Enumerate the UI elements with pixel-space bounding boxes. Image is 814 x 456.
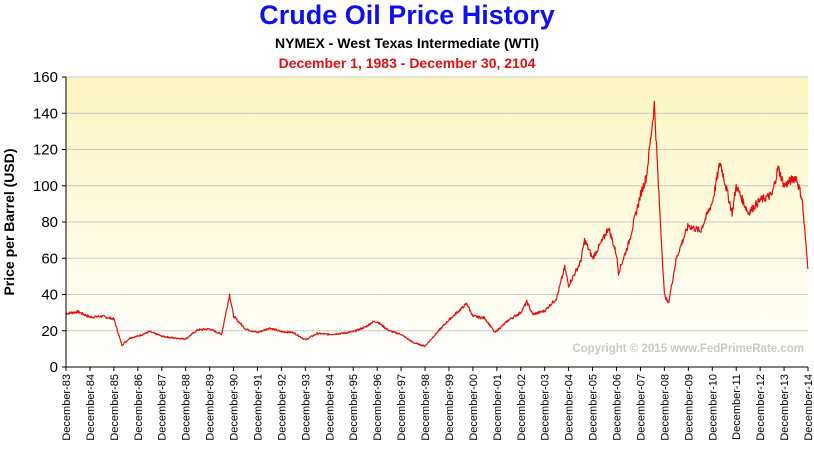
x-tick-label: December-03 (540, 374, 552, 441)
x-tick-label: December-87 (157, 374, 169, 441)
x-tick-label: December-89 (205, 374, 217, 441)
x-tick-label: December-98 (420, 374, 432, 441)
x-tick-label: December-86 (133, 374, 145, 441)
x-tick-label: December-95 (348, 374, 360, 441)
x-tick-label: December-97 (396, 374, 408, 441)
x-tick-label: December-92 (276, 374, 288, 441)
x-tick-label: December-09 (683, 374, 695, 441)
y-tick-label: 120 (33, 142, 58, 159)
x-tick-label: December-90 (229, 374, 241, 441)
x-tick-label: December-14 (803, 374, 814, 441)
x-tick-label: December-94 (324, 374, 336, 441)
x-tick-label: December-00 (468, 374, 480, 441)
copyright-watermark: Copyright © 2015 www.FedPrimeRate.com (572, 343, 804, 355)
x-tick-label: December-06 (612, 374, 624, 441)
y-tick-label: 160 (33, 69, 58, 86)
x-tick-label: December-12 (755, 374, 767, 441)
x-tick-label: December-84 (85, 374, 97, 441)
x-tick-label: December-11 (731, 374, 743, 440)
chart-title: Crude Oil Price History (259, 0, 555, 30)
x-tick-label: December-07 (635, 374, 647, 441)
y-tick-label: 60 (41, 250, 58, 267)
grid-lines (66, 76, 808, 332)
x-tick-label: December-02 (516, 374, 528, 441)
x-tick-label: December-01 (492, 374, 504, 441)
y-tick-label: 100 (33, 178, 58, 195)
x-axis-ticks: December-83 December-84 December-85 Decembe… (61, 367, 814, 441)
y-tick-label: 40 (41, 287, 58, 304)
x-tick-label: December-10 (707, 374, 719, 441)
series-line-wti (65, 100, 809, 348)
x-tick-label: December-88 (181, 374, 193, 441)
x-tick-label: December-91 (252, 374, 264, 441)
x-tick-label: December-08 (659, 374, 671, 441)
x-tick-label: December-83 (61, 374, 73, 441)
x-tick-label: December-05 (588, 374, 600, 441)
x-tick-label: December-04 (564, 374, 576, 441)
chart-subtitle: NYMEX - West Texas Intermediate (WTI) (275, 35, 539, 51)
y-tick-label: 0 (50, 359, 58, 376)
y-tick-label: 20 (41, 323, 58, 340)
y-tick-label: 140 (33, 105, 58, 122)
x-tick-label: December-99 (444, 374, 456, 441)
chart-date-range: December 1, 1983 - December 30, 2104 (278, 55, 536, 71)
y-tick-label: 80 (41, 214, 58, 231)
y-axis-label: Price per Barrel (USD) (1, 148, 17, 295)
x-tick-label: December-85 (109, 374, 121, 441)
y-axis-ticks: 0 20 40 60 80 100 120 140 160 (33, 69, 66, 376)
x-tick-label: December-93 (300, 374, 312, 441)
axes (65, 77, 808, 368)
x-tick-label: December-13 (779, 374, 791, 441)
x-tick-label: December-96 (372, 374, 384, 441)
